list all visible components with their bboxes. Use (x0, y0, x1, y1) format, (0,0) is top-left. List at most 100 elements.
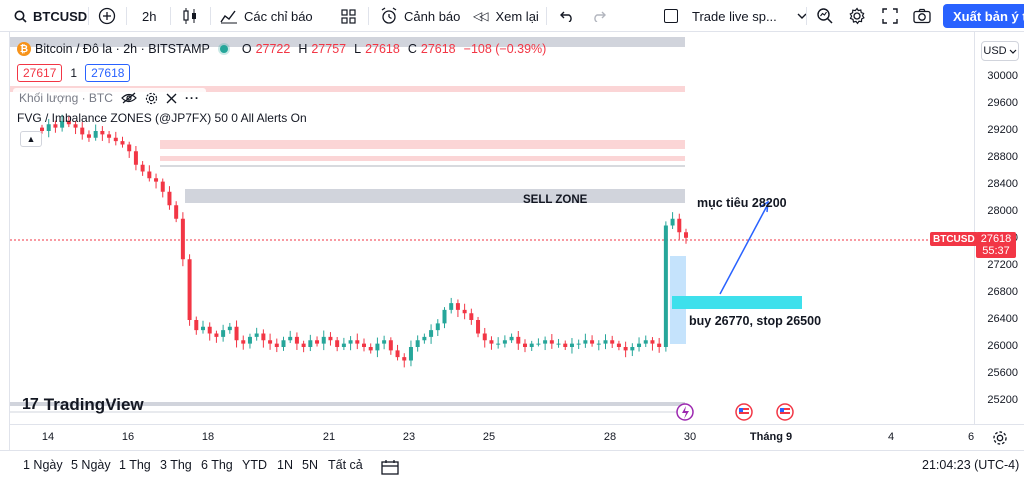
candle-body (590, 340, 595, 344)
candle-body (569, 343, 574, 347)
candle-body (476, 320, 481, 334)
candle-body (630, 347, 635, 351)
close-icon[interactable] (166, 93, 177, 104)
range-button[interactable]: YTD (242, 458, 267, 472)
gear-icon[interactable] (992, 430, 1008, 446)
range-button[interactable]: Tất cả (328, 458, 363, 472)
volume-label[interactable]: Khối lượng · BTC (19, 91, 113, 105)
rewind-icon: ◁◁ (473, 9, 489, 23)
candle-body (523, 343, 527, 347)
replay-label: Xem lại (495, 8, 539, 24)
chart-pane[interactable] (10, 32, 974, 424)
candle-body (147, 171, 152, 179)
candle-body (281, 340, 286, 347)
compare-button[interactable] (98, 0, 116, 32)
price-tick: 26000 (987, 340, 1018, 352)
tradingview-mark-icon: 17 (22, 396, 39, 413)
camera-icon (913, 8, 931, 24)
trade-live-selector[interactable]: Trade live sp... (664, 0, 807, 32)
gear-icon (849, 7, 865, 25)
range-button[interactable]: 1N (277, 458, 293, 472)
chevron-down-icon (797, 13, 807, 19)
candle-body (80, 127, 85, 135)
time-tick: 4 (887, 431, 895, 443)
interval-button[interactable]: 2h (142, 0, 156, 32)
symbol-search[interactable]: BTCUSD (14, 0, 87, 32)
publish-button[interactable]: Xuất bản ý tư (943, 4, 1024, 28)
candle-body (549, 340, 554, 344)
price-tick: 26400 (987, 313, 1018, 325)
grid-icon (341, 8, 356, 24)
indicator-legend[interactable]: FVG / Imbalance ZONES (@JP7FX) 50 0 All … (17, 111, 307, 125)
time-tick: 25 (482, 431, 496, 443)
candle-body (214, 333, 219, 337)
undo-icon (560, 11, 572, 22)
redo-button[interactable] (592, 0, 606, 32)
price-tick: 29200 (987, 124, 1018, 136)
flag-stripe (739, 408, 749, 410)
price-axis[interactable]: 3000029600292002880028400280002760027200… (974, 32, 1024, 424)
range-button[interactable]: 5N (302, 458, 318, 472)
candle-body (73, 124, 78, 128)
sell-price-button[interactable]: 27617 (17, 64, 63, 82)
candles-layer (40, 114, 688, 368)
candle-body (509, 336, 514, 341)
calendar-range-icon[interactable] (381, 459, 399, 475)
quick-search-button[interactable] (816, 0, 834, 32)
buy-price-button[interactable]: 27618 (85, 64, 131, 82)
settings-icon[interactable] (145, 92, 158, 105)
range-button[interactable]: 1 Ngày (23, 458, 63, 472)
flag-stripe (739, 412, 749, 414)
snapshot-button[interactable] (913, 0, 931, 32)
chart-type-button[interactable] (182, 0, 198, 32)
flag-stripe (780, 412, 790, 414)
price-chart[interactable] (10, 32, 974, 424)
settings-button[interactable] (848, 0, 866, 32)
candle-body (268, 340, 273, 344)
bitcoin-icon: ₿ (17, 42, 31, 56)
top-gray-band (10, 37, 685, 47)
candle-body (643, 340, 648, 344)
open-key: O (241, 42, 252, 56)
sell-zone-rect (185, 189, 685, 203)
indicators-button[interactable]: Các chỉ báo (220, 0, 313, 32)
candle-body (395, 350, 400, 358)
time-tick: 6 (967, 431, 975, 443)
clock-timezone[interactable]: 21:04:23 (UTC-4) (922, 458, 1020, 472)
fullscreen-button[interactable] (882, 0, 898, 32)
candle-body (254, 333, 259, 337)
flag-stripe (780, 408, 790, 410)
more-icon[interactable]: ··· (184, 91, 200, 105)
range-button[interactable]: 1 Thg (119, 458, 151, 472)
layouts-button[interactable] (341, 0, 356, 32)
candle-body (489, 340, 494, 344)
candle-body (86, 134, 91, 138)
price-tick: 29600 (987, 97, 1018, 109)
candle-body (201, 326, 205, 331)
candle-body (187, 259, 192, 320)
eye-off-icon[interactable] (121, 92, 137, 104)
bar-countdown: 55:37 (982, 245, 1010, 257)
price-tick: 27200 (987, 259, 1018, 271)
range-button[interactable]: 5 Ngày (71, 458, 111, 472)
candle-body (140, 164, 145, 172)
sell-zone-label: SELL ZONE (523, 194, 588, 206)
time-axis[interactable]: 14 16 18 21 23 25 28 30 Tháng 9 4 6 (10, 424, 1024, 450)
range-button[interactable]: 3 Thg (160, 458, 192, 472)
range-button[interactable]: 6 Thg (201, 458, 233, 472)
currency-selector[interactable]: USD (981, 41, 1019, 61)
legend-title[interactable]: Bitcoin / Đô la · 2h · BITSTAMP (35, 42, 210, 56)
candle-body (583, 340, 588, 344)
market-open-indicator (219, 45, 228, 53)
collapse-legend-button[interactable]: ▲ (20, 131, 42, 147)
replay-button[interactable]: ◁◁ Xem lại (473, 0, 539, 32)
alerts-button[interactable]: Cảnh báo (380, 0, 460, 32)
trade-live-checkbox[interactable] (664, 9, 678, 23)
spread-value: 1 (70, 66, 78, 80)
candle-body (516, 336, 521, 344)
undo-button[interactable] (560, 0, 574, 32)
candle-body (429, 330, 434, 337)
candle-body (375, 343, 380, 351)
candle-body (670, 218, 675, 226)
candle-body (180, 218, 185, 260)
